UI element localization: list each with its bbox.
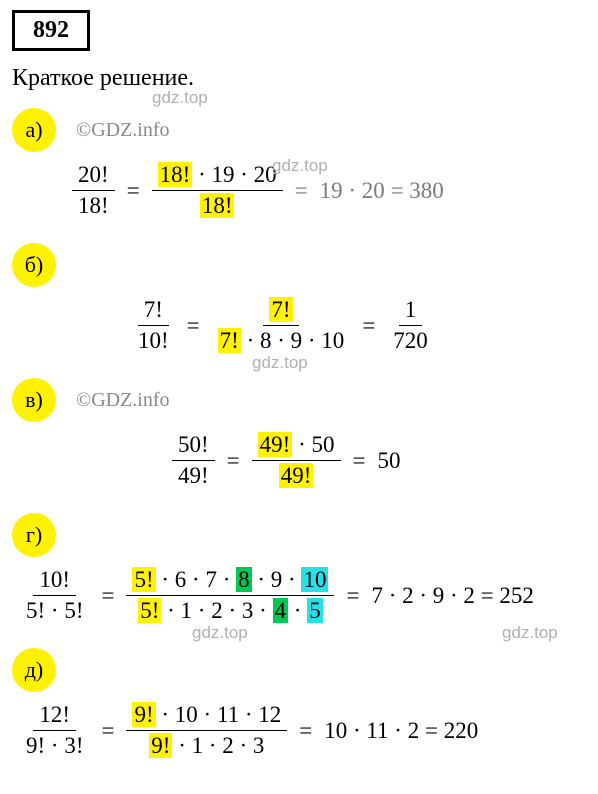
equals: = <box>340 583 365 609</box>
text: 7 · 2 · 9 · 2 <box>371 583 474 608</box>
frac-num: 7! <box>138 297 169 326</box>
highlight-cyan: 5 <box>307 598 323 623</box>
watermark-gdztop: gdz.top <box>152 88 586 108</box>
equals: = <box>289 178 314 204</box>
text: 380 <box>409 178 444 203</box>
watermark-gdztop: gdz.top <box>192 623 248 643</box>
frac-a-mid: 18! · 19 · 20 18! <box>152 162 283 219</box>
frac-v-mid: 49! · 50 49! <box>252 432 341 489</box>
highlight: 18! <box>158 162 193 187</box>
equation-a: 20! 18! = 18! · 19 · 20 18! = 19 · 20 = … <box>12 162 586 219</box>
text: · 8 · 9 · 10 <box>241 328 344 353</box>
equals: = <box>121 178 146 204</box>
frac-den: 10! <box>132 326 175 354</box>
frac-den: 9! · 1 · 2 · 3 <box>143 731 270 759</box>
part-b-header: б) <box>12 243 586 287</box>
frac-den: 7! · 8 · 9 · 10 <box>212 326 351 354</box>
watermark-gdzinfo: ©GDZ.info <box>76 119 170 142</box>
part-d-label: д) <box>12 648 56 692</box>
text: · 19 · 20 <box>192 162 276 187</box>
rhs: 7 · 2 · 9 · 2 = 252 <box>371 583 533 609</box>
highlight-green: 4 <box>273 598 289 623</box>
frac-den: 18! <box>72 191 115 219</box>
highlight: 5! <box>138 598 161 623</box>
frac-den: 9! · 3! <box>20 731 89 759</box>
highlight: 9! <box>132 702 155 727</box>
frac-num: 10! <box>33 567 76 596</box>
highlight: 49! <box>258 432 293 457</box>
frac-den: 49! <box>172 461 215 489</box>
frac-den: 5! · 5! <box>20 596 89 624</box>
equation-d: 12! 9! · 3! = 9! · 10 · 11 · 12 9! · 1 ·… <box>12 702 586 759</box>
watermark-gdztop: gdz.top <box>252 353 308 373</box>
frac-b-rhs: 1 720 <box>387 297 434 354</box>
highlight: 7! <box>269 297 292 322</box>
frac-num: 12! <box>33 702 76 731</box>
equals: = <box>221 448 246 474</box>
text: · <box>288 598 307 623</box>
frac-d-mid: 9! · 10 · 11 · 12 9! · 1 · 2 · 3 <box>126 702 287 759</box>
frac-a-lhs: 20! 18! <box>72 162 115 219</box>
frac-num: 50! <box>172 432 215 461</box>
part-d-header: д) <box>12 648 586 692</box>
equals: = <box>95 583 120 609</box>
equals: = <box>95 718 120 744</box>
part-v-header: в) ©GDZ.info <box>12 378 586 422</box>
rhs: 19 · 20 = 380 <box>320 178 444 204</box>
part-g-header: г) <box>12 513 586 557</box>
text: 10 · 11 · 2 <box>324 718 419 743</box>
frac-g-lhs: 10! 5! · 5! <box>20 567 89 624</box>
frac-b-mid: 7! 7! · 8 · 9 · 10 <box>212 297 351 354</box>
equals: = <box>347 448 372 474</box>
frac-den: 5! · 1 · 2 · 3 · 4 · 5 <box>132 596 328 624</box>
part-a-header: а) ©GDZ.info <box>12 108 586 152</box>
highlight: 49! <box>279 463 314 488</box>
text: 252 <box>499 583 534 608</box>
frac-num: 20! <box>72 162 115 191</box>
highlight: 5! <box>132 567 155 592</box>
equation-b: 7! 10! = 7! 7! · 8 · 9 · 10 = 1 720 gdz.… <box>12 297 586 354</box>
equation-v: 50! 49! = 49! · 50 49! = 50 <box>12 432 586 489</box>
text: · 6 · 7 · <box>156 567 236 592</box>
text: 19 · 20 <box>320 178 385 203</box>
frac-num: 7! <box>263 297 298 326</box>
rhs: 50 <box>377 448 400 474</box>
equals: = <box>356 313 381 339</box>
frac-num: 1 <box>399 297 423 326</box>
text: · 50 <box>292 432 334 457</box>
frac-num: 18! · 19 · 20 <box>152 162 283 191</box>
highlight-cyan: 10 <box>301 567 328 592</box>
frac-den: 18! <box>194 191 241 219</box>
frac-d-lhs: 12! 9! · 3! <box>20 702 89 759</box>
frac-b-lhs: 7! 10! <box>132 297 175 354</box>
highlight-green: 8 <box>236 567 252 592</box>
highlight: 9! <box>149 733 172 758</box>
frac-den: 49! <box>273 461 320 489</box>
problem-number: 892 <box>12 10 90 51</box>
watermark-gdztop: gdz.top <box>502 623 558 643</box>
text: · 9 · <box>252 567 302 592</box>
highlight: 18! <box>200 193 235 218</box>
part-v-label: в) <box>12 378 56 422</box>
frac-num: 9! · 10 · 11 · 12 <box>126 702 287 731</box>
highlight: 7! <box>218 328 241 353</box>
frac-num: 49! · 50 <box>252 432 341 461</box>
watermark-gdztop: gdz.top <box>272 156 328 176</box>
rhs: 10 · 11 · 2 = 220 <box>324 718 478 744</box>
text: · 1 · 2 · 3 <box>172 733 264 758</box>
part-g-label: г) <box>12 513 56 557</box>
watermark-gdzinfo: ©GDZ.info <box>76 389 170 412</box>
text: · 1 · 2 · 3 · <box>161 598 272 623</box>
equation-g: 10! 5! · 5! = 5! · 6 · 7 · 8 · 9 · 10 5!… <box>12 567 586 624</box>
text: · 10 · 11 · 12 <box>156 702 282 727</box>
frac-g-mid: 5! · 6 · 7 · 8 · 9 · 10 5! · 1 · 2 · 3 ·… <box>126 567 334 624</box>
part-a-label: а) <box>12 108 56 152</box>
equals: = <box>181 313 206 339</box>
part-b-label: б) <box>12 243 56 287</box>
text: 220 <box>444 718 479 743</box>
frac-v-lhs: 50! 49! <box>172 432 215 489</box>
equals: = <box>293 718 318 744</box>
frac-den: 720 <box>387 326 434 354</box>
frac-num: 5! · 6 · 7 · 8 · 9 · 10 <box>126 567 334 596</box>
